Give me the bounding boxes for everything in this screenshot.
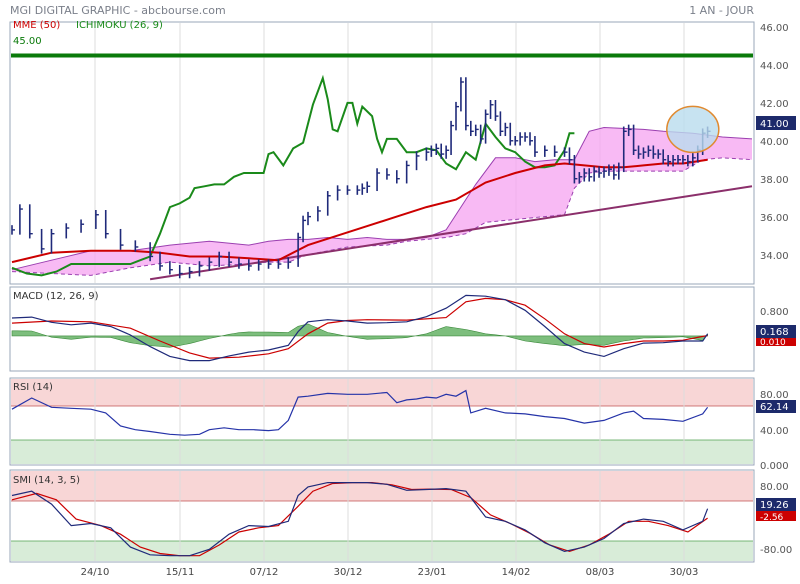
y-tick: 38.00 [760,175,789,186]
y-tick: 44.00 [760,61,789,72]
smi-layer [11,482,709,557]
macd-tag-label: 0.168 [760,327,789,338]
x-tick: 30/03 [670,567,699,578]
smi-overbought-zone [11,471,753,501]
period-label: 1 AN - JOUR [689,4,754,17]
rsi-tag [756,400,796,413]
x-tick: 15/11 [166,567,195,578]
smi-line [11,482,709,557]
resistance-label: 45.00 [13,36,42,47]
legend-smi: SMI (14, 3, 5) [13,475,80,486]
rsi-oversold-zone [11,440,753,464]
x-tick: 24/10 [81,567,110,578]
x-axis: 24/10 15/11 07/12 30/12 23/01 14/02 08/0… [81,567,699,578]
legend-ichimoku: ICHIMOKU (26, 9) [76,20,163,31]
y-tick: 34.00 [760,251,789,262]
chart-title: MGI DIGITAL GRAPHIC - abcbourse.com [10,4,226,17]
macd-line [11,294,709,362]
macd-tag [756,325,796,338]
x-tick: 07/12 [250,567,279,578]
y-tick: 42.00 [760,99,789,110]
smi-tick: 80.00 [760,482,789,493]
y-tick: 36.00 [760,213,789,224]
legend-mme: MME (50) [13,20,60,31]
macd-layer [11,294,709,362]
macd-panel [9,286,755,372]
rsi-tick: 40.00 [760,426,789,437]
y-tick: 46.00 [760,23,789,34]
macd-signal-tag [756,336,796,346]
smi-signal-tag [756,511,796,521]
smi-oversold-zone [11,541,753,561]
trendline [149,185,753,281]
rsi-tag-label: 62.14 [760,402,789,413]
rsi-layer [11,389,709,436]
x-tick: 30/12 [334,567,363,578]
macd-signal-label: 0.010 [760,338,786,348]
rsi-tick: 0.000 [760,461,789,472]
cloud-lower-edge [11,157,753,276]
smi-tick: -80.00 [760,545,792,556]
smi-signal-label: -2.56 [760,513,784,523]
macd-signal-line [11,297,708,359]
main-chart-layer [11,53,753,281]
legend-rsi: RSI (14) [13,382,53,393]
price-tag-label: 41.00 [760,119,789,130]
legend-macd: MACD (12, 26, 9) [13,291,99,302]
macd-histogram [11,323,708,348]
price-tag [756,116,796,130]
x-tick: 14/02 [502,567,531,578]
macd-tick: 0.800 [760,307,789,318]
highlight-circle [666,105,720,154]
x-tick: 23/01 [418,567,447,578]
x-tick: 08/03 [586,567,615,578]
y-tick: 40.00 [760,137,789,148]
smi-tag [756,498,796,511]
smi-tag-label: 19.26 [760,500,789,511]
rsi-line [11,389,709,436]
rsi-tick: 80.00 [760,390,789,401]
